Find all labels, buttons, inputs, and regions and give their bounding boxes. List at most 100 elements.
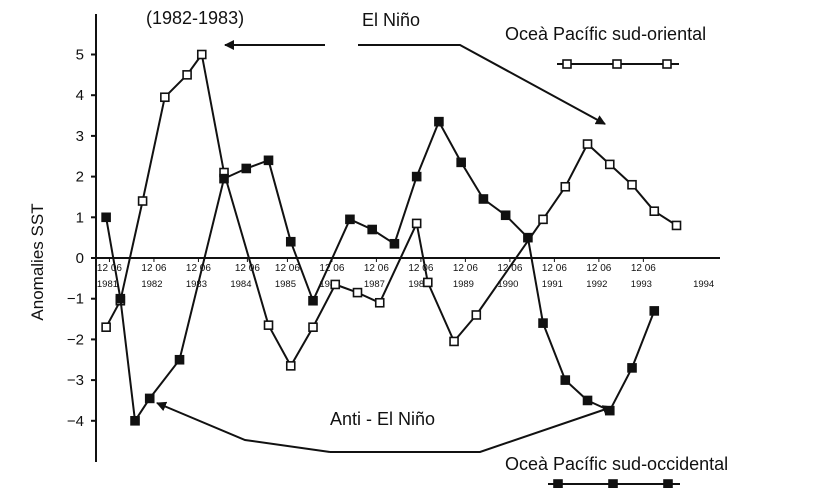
data-point — [471, 310, 482, 320]
y-tick-label: −1 — [67, 291, 84, 308]
data-point — [101, 212, 111, 223]
data-point — [308, 295, 318, 306]
data-point — [411, 171, 422, 182]
x-month-label: 12 06 — [97, 263, 122, 274]
x-month-label: 12 06 — [319, 263, 344, 274]
y-tick-label: 2 — [76, 169, 84, 186]
legend: Oceà Pacífic sud-oriental Oceà Pacífic s… — [505, 24, 728, 488]
series-southwest-pacific — [101, 116, 660, 426]
data-point — [308, 322, 318, 332]
legend-marker — [662, 59, 672, 69]
data-point — [330, 279, 341, 290]
anti-el-nino-arrow-right — [330, 405, 613, 453]
x-year-label: 1989 — [453, 279, 474, 290]
y-tick-label: 5 — [76, 47, 84, 64]
data-point — [345, 214, 355, 225]
x-month-label: 12 06 — [631, 263, 656, 274]
legend-sample-southeast-pacific — [557, 59, 679, 69]
data-point — [538, 318, 548, 328]
data-point — [137, 196, 148, 206]
annotation-anti-el-nino: Anti - El Niño — [330, 409, 435, 429]
y-axis-label: Anomalies SST — [28, 203, 47, 320]
data-point — [144, 393, 155, 404]
legend-marker — [663, 479, 673, 488]
data-point — [649, 306, 660, 316]
x-year-label: 1985 — [275, 279, 296, 290]
x-month-label: 12 06 — [497, 263, 522, 274]
data-point — [182, 70, 192, 80]
y-tick-label: −2 — [67, 331, 84, 348]
data-point — [627, 363, 637, 373]
data-point — [130, 415, 140, 426]
data-point — [263, 320, 274, 330]
legend-label-southwest-pacific: Oceà Pacífic sud-occidental — [505, 454, 728, 474]
legend-marker — [553, 479, 563, 488]
data-point — [523, 232, 533, 243]
data-point — [671, 220, 682, 231]
data-point — [285, 361, 296, 371]
x-month-label: 12 06 — [235, 263, 260, 274]
annotation-el-nino: El Niño — [362, 10, 420, 30]
legend-marker — [562, 59, 572, 69]
data-point — [241, 163, 252, 174]
x-year-label: 1982 — [141, 279, 162, 290]
y-tick-label: −4 — [67, 413, 84, 430]
x-month-label: 12 06 — [186, 263, 211, 274]
data-point — [560, 181, 571, 192]
data-point — [219, 173, 229, 184]
data-point — [160, 92, 170, 103]
data-point — [352, 287, 363, 298]
data-point — [374, 297, 385, 308]
data-point — [434, 116, 444, 127]
x-year-label: 1983 — [186, 279, 207, 290]
x-axis-ticks: 12 06 12 06 12 06 12 06 12 06 12 06 12 06 12 06… — [97, 258, 714, 290]
x-month-label: 12 06 — [542, 263, 567, 274]
data-point — [627, 179, 637, 190]
x-year-label: 1993 — [631, 279, 652, 290]
series-line — [105, 53, 678, 367]
legend-marker — [612, 59, 622, 69]
y-tick-label: 3 — [76, 128, 84, 145]
x-month-label: 12 06 — [364, 263, 389, 274]
x-month-label: 12 06 — [586, 263, 611, 274]
data-point — [604, 159, 615, 170]
legend-marker — [608, 479, 618, 488]
data-point — [263, 155, 274, 166]
x-month-label: 12 06 — [453, 263, 478, 274]
y-tick-label: 0 — [76, 250, 84, 267]
data-point — [582, 395, 593, 406]
data-point — [285, 236, 296, 247]
data-point — [367, 224, 377, 235]
data-point — [389, 238, 400, 249]
y-axis-ticks: −4 −3 −2 −1 0 1 2 3 4 5 — [67, 47, 96, 430]
axes — [95, 14, 720, 462]
legend-label-southeast-pacific: Oceà Pacífic sud-oriental — [505, 24, 706, 44]
x-year-label: 1991 — [542, 279, 563, 290]
x-year-label: 1994 — [693, 279, 714, 290]
data-point — [582, 139, 593, 149]
series-layer — [101, 49, 682, 426]
data-point — [478, 194, 489, 204]
y-tick-label: 4 — [76, 87, 84, 104]
x-year-label: 1986 — [319, 279, 340, 290]
data-point — [101, 322, 111, 332]
x-month-label: 12 06 — [275, 263, 300, 274]
data-point — [174, 354, 185, 365]
y-tick-label: 1 — [76, 209, 84, 226]
data-point — [115, 293, 126, 304]
data-point — [456, 157, 466, 168]
x-year-label: 1988 — [408, 279, 429, 290]
x-year-label: 1992 — [586, 279, 607, 290]
y-tick-label: −3 — [67, 372, 84, 389]
anti-el-nino-arrow-left — [156, 401, 331, 453]
data-point — [560, 375, 571, 385]
data-point — [411, 218, 422, 229]
x-year-label: 1987 — [364, 279, 385, 290]
data-point — [538, 214, 548, 225]
x-year-label: 1981 — [97, 279, 118, 290]
x-month-label: 12 06 — [141, 263, 166, 274]
legend-sample-southwest-pacific — [548, 479, 680, 488]
data-point — [422, 277, 433, 288]
data-point — [196, 49, 207, 60]
